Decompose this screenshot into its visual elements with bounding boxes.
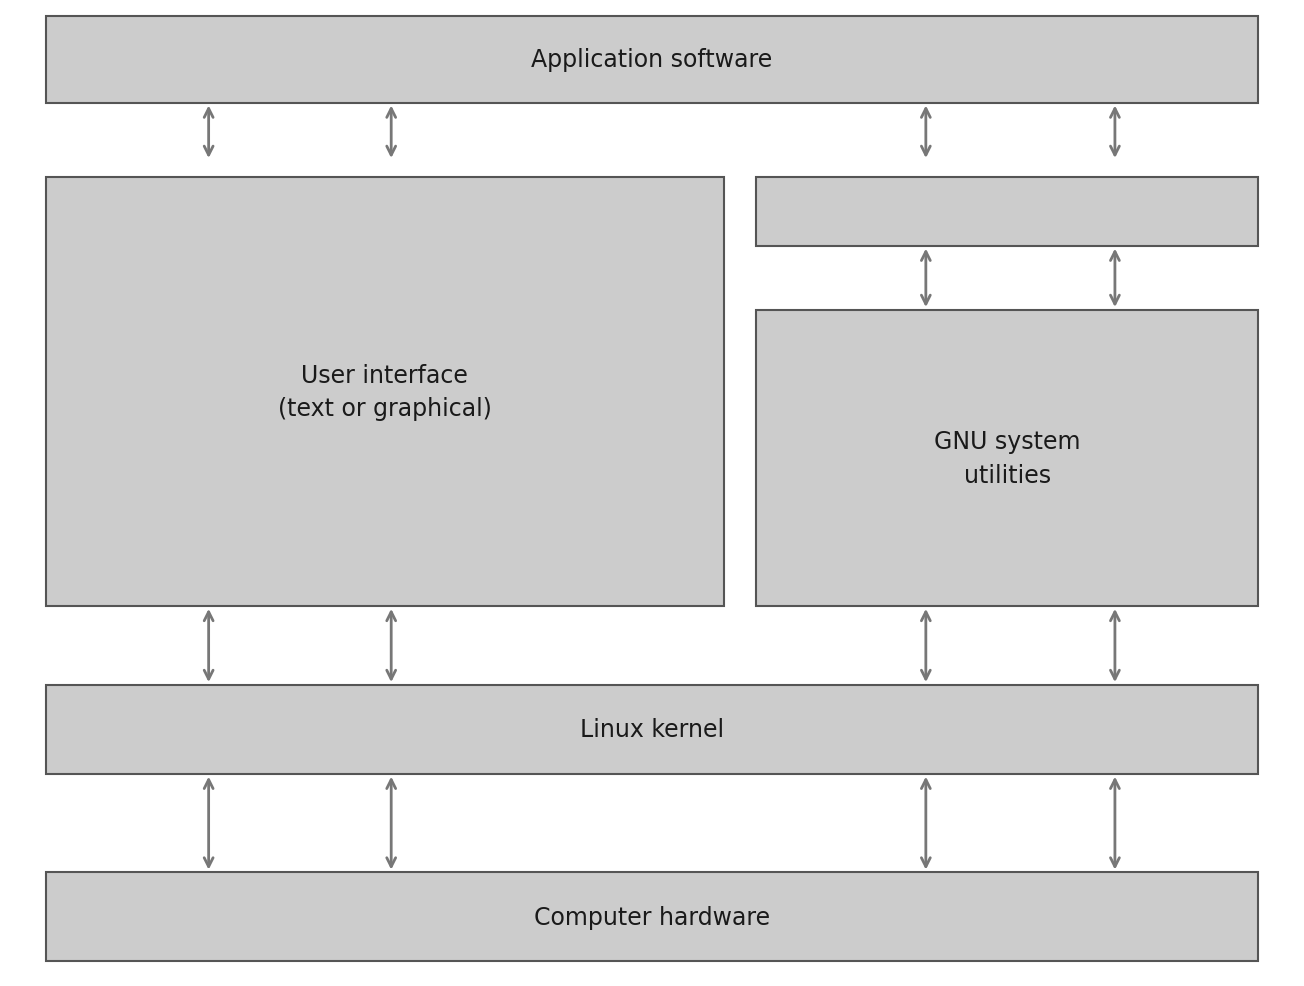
Text: Computer hardware: Computer hardware	[533, 905, 771, 929]
Bar	[46, 177, 724, 606]
Bar	[46, 685, 1258, 774]
Text: User interface
(text or graphical): User interface (text or graphical)	[278, 363, 492, 421]
Bar	[756, 311, 1258, 606]
Text: GNU system
utilities: GNU system utilities	[934, 430, 1081, 487]
Bar	[756, 177, 1258, 246]
Text: Linux kernel: Linux kernel	[580, 718, 724, 741]
Text: Application software: Application software	[531, 48, 773, 72]
Bar	[46, 17, 1258, 104]
Bar	[46, 873, 1258, 961]
